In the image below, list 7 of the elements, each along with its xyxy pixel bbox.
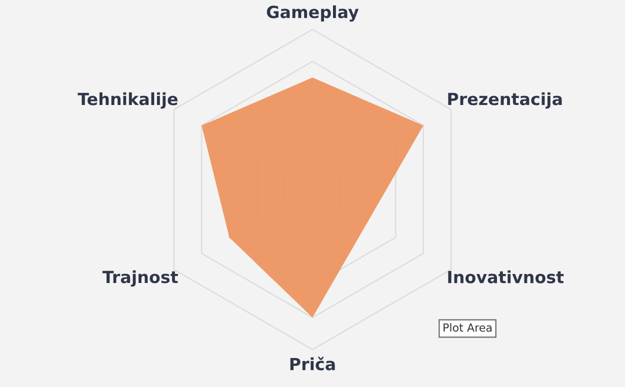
spoke-label: Gameplay bbox=[266, 5, 359, 22]
text: Plot Area bbox=[444, 323, 492, 332]
spoke-label: Prezentacija bbox=[448, 92, 562, 109]
spoke-label: Inovativnost bbox=[448, 270, 564, 284]
spoke-label: Priča bbox=[290, 356, 335, 370]
spoke-label: Tehnikalije bbox=[78, 92, 178, 109]
spoke-label: Trajnost bbox=[102, 270, 178, 287]
